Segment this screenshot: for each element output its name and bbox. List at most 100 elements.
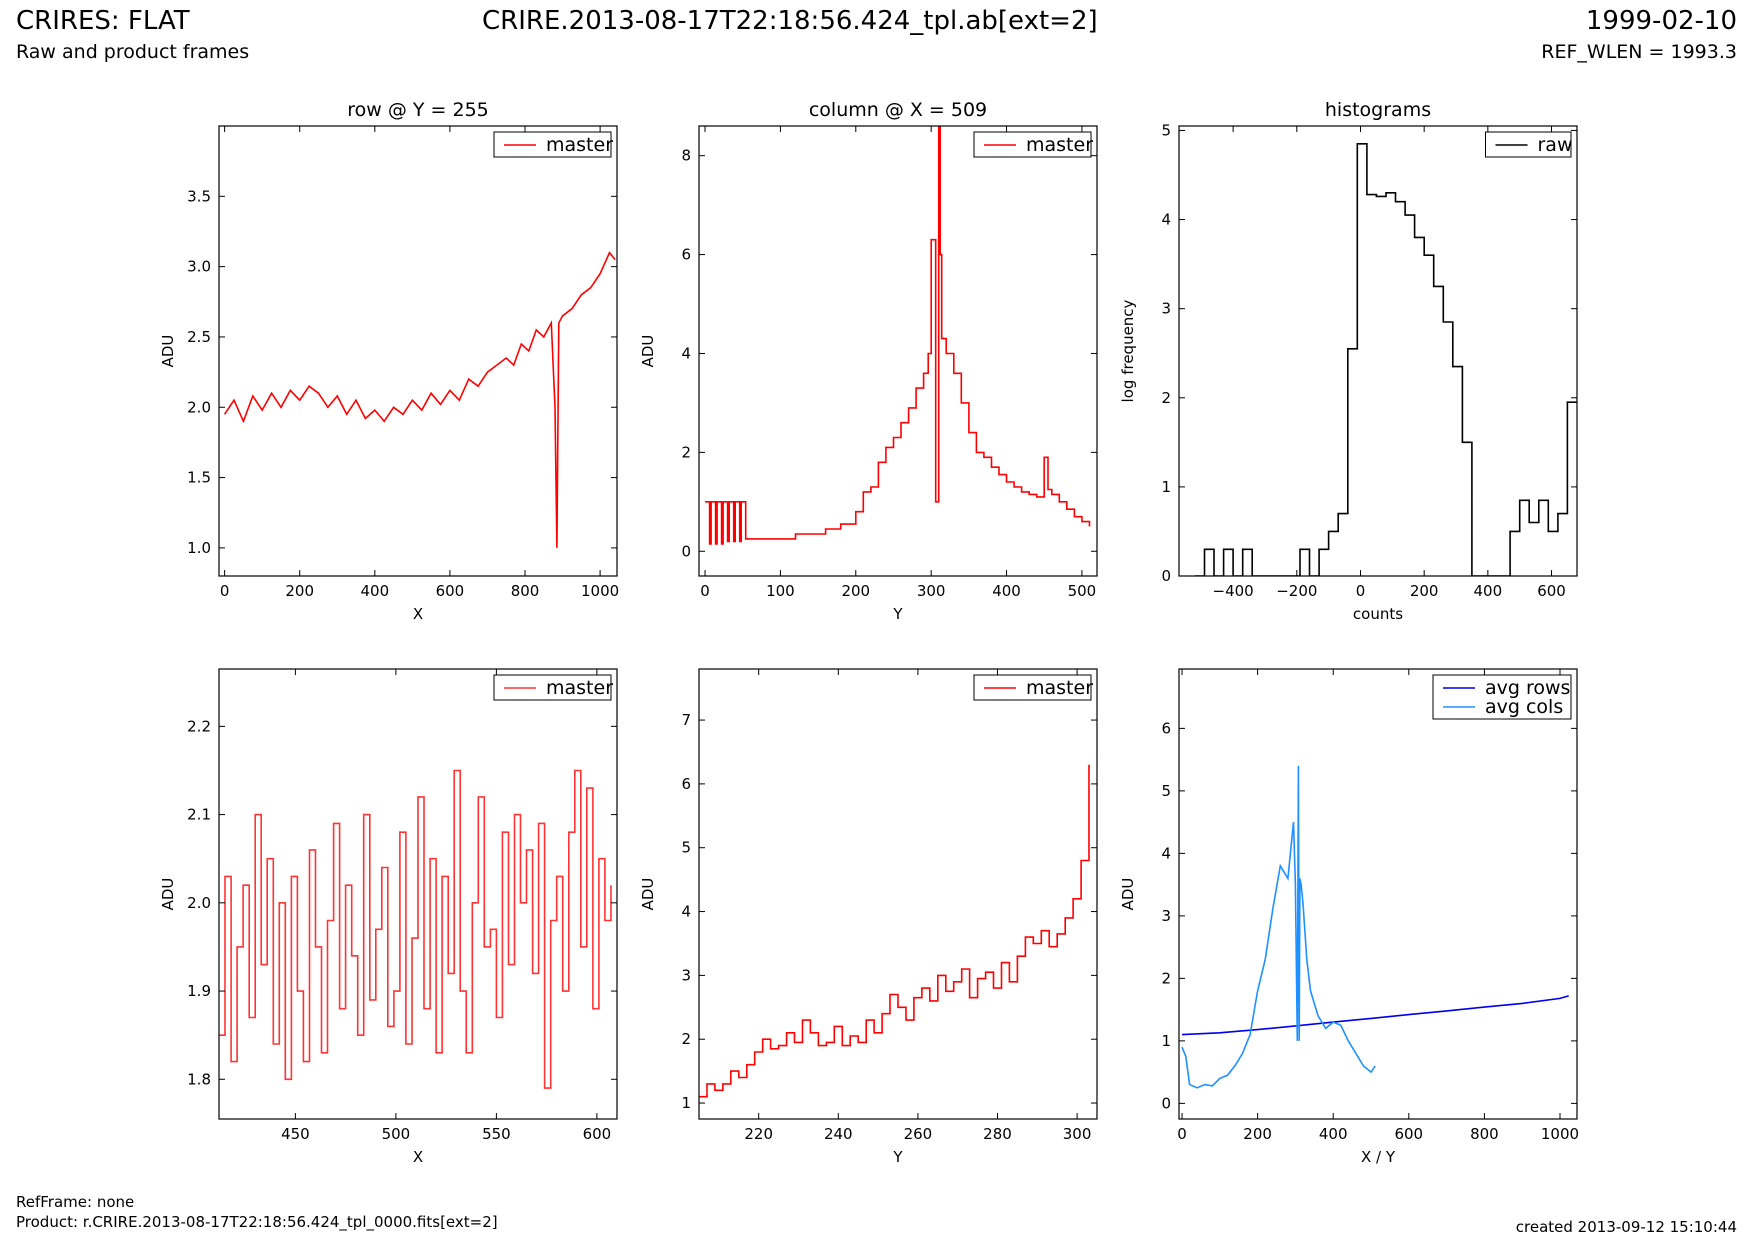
x-tick-label: 200 [1243, 1125, 1272, 1143]
x-tick-label: 1000 [581, 582, 619, 600]
legend: master [973, 131, 1093, 158]
series-line-master [223, 251, 616, 548]
x-tick-label: 800 [1470, 1125, 1499, 1143]
y-tick-label: 4 [681, 903, 691, 921]
x-tick-label: 500 [1068, 582, 1097, 600]
x-tick-label: 300 [917, 582, 946, 600]
series-line-avg-rows [1181, 995, 1569, 1036]
y-tick-label: 1 [1161, 478, 1171, 496]
y-tick-label: 2 [1161, 389, 1171, 407]
x-tick-label: 0 [1356, 582, 1366, 600]
y-tick-label: 0 [1161, 567, 1171, 585]
chart-panel-1: 0 200 400 600 800 1000 1.0 1.5 2.0 2.5 3.0 3.5 row @… [159, 99, 619, 623]
x-tick-label: −400 [1213, 582, 1254, 600]
footer-ref-frame: RefFrame: none [16, 1193, 135, 1211]
x-tick-label: 600 [1394, 1125, 1423, 1143]
x-tick-label: 1000 [1541, 1125, 1579, 1143]
plot-frame [698, 125, 1098, 577]
x-axis-label: X [413, 605, 423, 623]
chart-panel-3: −400 −200 0 200 400 600 0 1 2 3 4 5 histograms counts… [1119, 99, 1578, 623]
chart-panel-5: 220 240 260 280 300 1 2 3 4 5 6 7 Y ADU master [639, 668, 1098, 1166]
series-line-raw [1194, 143, 1577, 576]
report-date: 1999-02-10 [1585, 6, 1737, 36]
x-tick-label: 200 [1410, 582, 1439, 600]
legend: master [493, 131, 613, 158]
y-axis-label: ADU [159, 878, 177, 911]
chart-panel-2: 0 100 200 300 400 500 0 2 4 6 8 column @ X = 509 Y AD… [639, 99, 1098, 623]
x-tick-label: 400 [992, 582, 1021, 600]
y-tick-label: 1.0 [187, 539, 211, 557]
y-tick-label: 5 [681, 839, 691, 857]
legend: master [493, 674, 613, 701]
y-tick-label: 1 [681, 1094, 691, 1112]
legend-label: master [1026, 677, 1093, 699]
y-tick-label: 4 [681, 344, 691, 362]
y-tick-label: 2 [681, 443, 691, 461]
series-line-master [699, 764, 1090, 1098]
x-tick-label: 550 [482, 1125, 511, 1143]
y-tick-label: 8 [681, 147, 691, 165]
y-axis-label: ADU [159, 335, 177, 368]
x-tick-label: 400 [361, 582, 390, 600]
y-axis-label: ADU [639, 335, 657, 368]
legend: master [973, 674, 1093, 701]
y-tick-label: 1.8 [187, 1070, 211, 1088]
x-tick-label: 200 [841, 582, 870, 600]
y-tick-label: 4 [1161, 211, 1171, 229]
y-tick-label: 2 [1161, 969, 1171, 987]
legend-label: avg cols [1485, 696, 1563, 718]
y-tick-label: 4 [1161, 844, 1171, 862]
footer-product: Product: r.CRIRE.2013-08-17T22:18:56.424… [16, 1213, 498, 1231]
y-tick-label: 3.0 [187, 258, 211, 276]
x-axis-label: counts [1353, 605, 1403, 623]
plot-frame [1178, 125, 1578, 577]
chart-title: histograms [1325, 99, 1431, 121]
y-tick-label: 1 [1161, 1032, 1171, 1050]
y-tick-label: 0 [1161, 1094, 1171, 1112]
x-axis-label: Y [892, 1148, 903, 1166]
legend-label: master [1026, 134, 1093, 156]
y-tick-label: 2.0 [187, 894, 211, 912]
y-tick-label: 6 [681, 775, 691, 793]
x-tick-label: 450 [281, 1125, 310, 1143]
x-tick-label: 600 [1537, 582, 1566, 600]
series-line-master [705, 126, 1091, 545]
x-tick-label: 500 [382, 1125, 411, 1143]
chart-panel-6: 0 200 400 600 800 1000 0 1 2 3 4 5 6 X / Y ADU avg rows… [1119, 668, 1579, 1166]
chart-panel-4: 450 500 550 600 1.8 1.9 2.0 2.1 2.2 X ADU master [159, 668, 618, 1166]
x-tick-label: −200 [1276, 582, 1317, 600]
ref-wlen-label: REF_WLEN = 1993.3 [1541, 41, 1737, 63]
x-tick-label: 300 [1063, 1125, 1092, 1143]
x-axis-label: Y [892, 605, 903, 623]
x-tick-label: 400 [1319, 1125, 1348, 1143]
report-file-name: CRIRE.2013-08-17T22:18:56.424_tpl.ab[ext… [482, 6, 1098, 36]
plot-frame [1178, 668, 1578, 1120]
plot-frame [218, 668, 618, 1120]
series-line-avg-cols [1181, 765, 1376, 1089]
y-tick-label: 3 [681, 966, 691, 984]
y-tick-label: 3 [1161, 907, 1171, 925]
x-tick-label: 240 [824, 1125, 853, 1143]
legend-label: raw [1538, 134, 1573, 156]
plot-frame [218, 125, 618, 577]
y-axis-label: ADU [1119, 878, 1137, 911]
y-tick-label: 2.2 [187, 717, 211, 735]
chart-title: row @ Y = 255 [347, 99, 489, 121]
x-tick-label: 600 [436, 582, 465, 600]
chart-title: column @ X = 509 [809, 99, 987, 121]
y-tick-label: 2 [681, 1030, 691, 1048]
x-tick-label: 260 [904, 1125, 933, 1143]
y-tick-label: 3.5 [187, 187, 211, 205]
legend-label: master [546, 134, 613, 156]
x-tick-label: 100 [766, 582, 795, 600]
y-axis-label: ADU [639, 878, 657, 911]
legend-label: master [546, 677, 613, 699]
y-tick-label: 6 [681, 246, 691, 264]
report-subtitle: Raw and product frames [16, 41, 250, 63]
x-tick-label: 0 [700, 582, 710, 600]
legend: raw [1485, 131, 1573, 158]
y-tick-label: 2.0 [187, 398, 211, 416]
y-tick-label: 5 [1161, 121, 1171, 139]
